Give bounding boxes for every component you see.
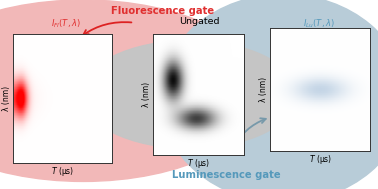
Text: $I_{\mathregular{Lu}}(T, \lambda)$: $I_{\mathregular{Lu}}(T, \lambda)$ [304,17,335,29]
Ellipse shape [161,0,378,189]
Circle shape [0,0,265,181]
Y-axis label: λ (nm): λ (nm) [2,86,11,111]
Text: Fluorescence gate: Fluorescence gate [111,6,214,16]
Text: Ungated: Ungated [179,17,220,26]
Text: $I_{\mathregular{Fl}}(T, \lambda)$: $I_{\mathregular{Fl}}(T, \lambda)$ [51,18,81,30]
X-axis label: $T$ (μs): $T$ (μs) [187,157,210,170]
Circle shape [81,41,297,148]
Y-axis label: λ (nm): λ (nm) [142,82,151,107]
X-axis label: $T$ (μs): $T$ (μs) [51,165,74,178]
Text: Luminescence gate: Luminescence gate [172,170,281,180]
X-axis label: $T$ (μs): $T$ (μs) [309,153,332,166]
Y-axis label: λ (nm): λ (nm) [259,77,268,102]
